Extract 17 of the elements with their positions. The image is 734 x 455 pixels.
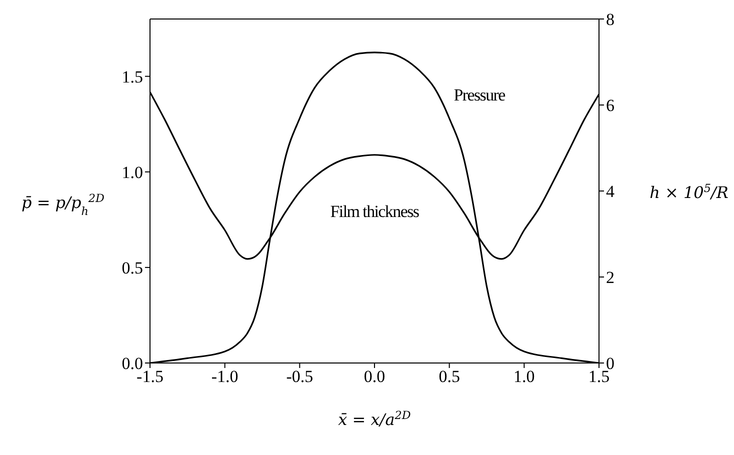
- x-tick-label: -1.0: [211, 367, 238, 386]
- y2-tick-label: 6: [606, 96, 614, 116]
- y-tick-label: 0.5: [122, 258, 143, 278]
- y-tick-label: 1.0: [122, 162, 143, 182]
- x-axis-title: x̄ = x/a$^{2D}$: [338, 408, 411, 429]
- x-tick-label: 0.5: [438, 367, 460, 386]
- series-label: Pressure: [454, 85, 506, 104]
- x-tick-label: 1.0: [514, 367, 535, 386]
- y2-tick-label: 4: [606, 182, 615, 202]
- x-tick-label: 0.0: [364, 367, 386, 386]
- series-label: Film thickness: [330, 202, 419, 221]
- y2-axis-title: h × 10$^{5}$/R: [650, 181, 728, 202]
- y-tick-label: 0.0: [122, 354, 143, 374]
- y-tick-label: 1.5: [122, 67, 143, 86]
- y2-tick-label: 8: [606, 10, 614, 30]
- x-tick-label: -0.5: [286, 367, 314, 386]
- y2-tick-label: 2: [606, 268, 614, 288]
